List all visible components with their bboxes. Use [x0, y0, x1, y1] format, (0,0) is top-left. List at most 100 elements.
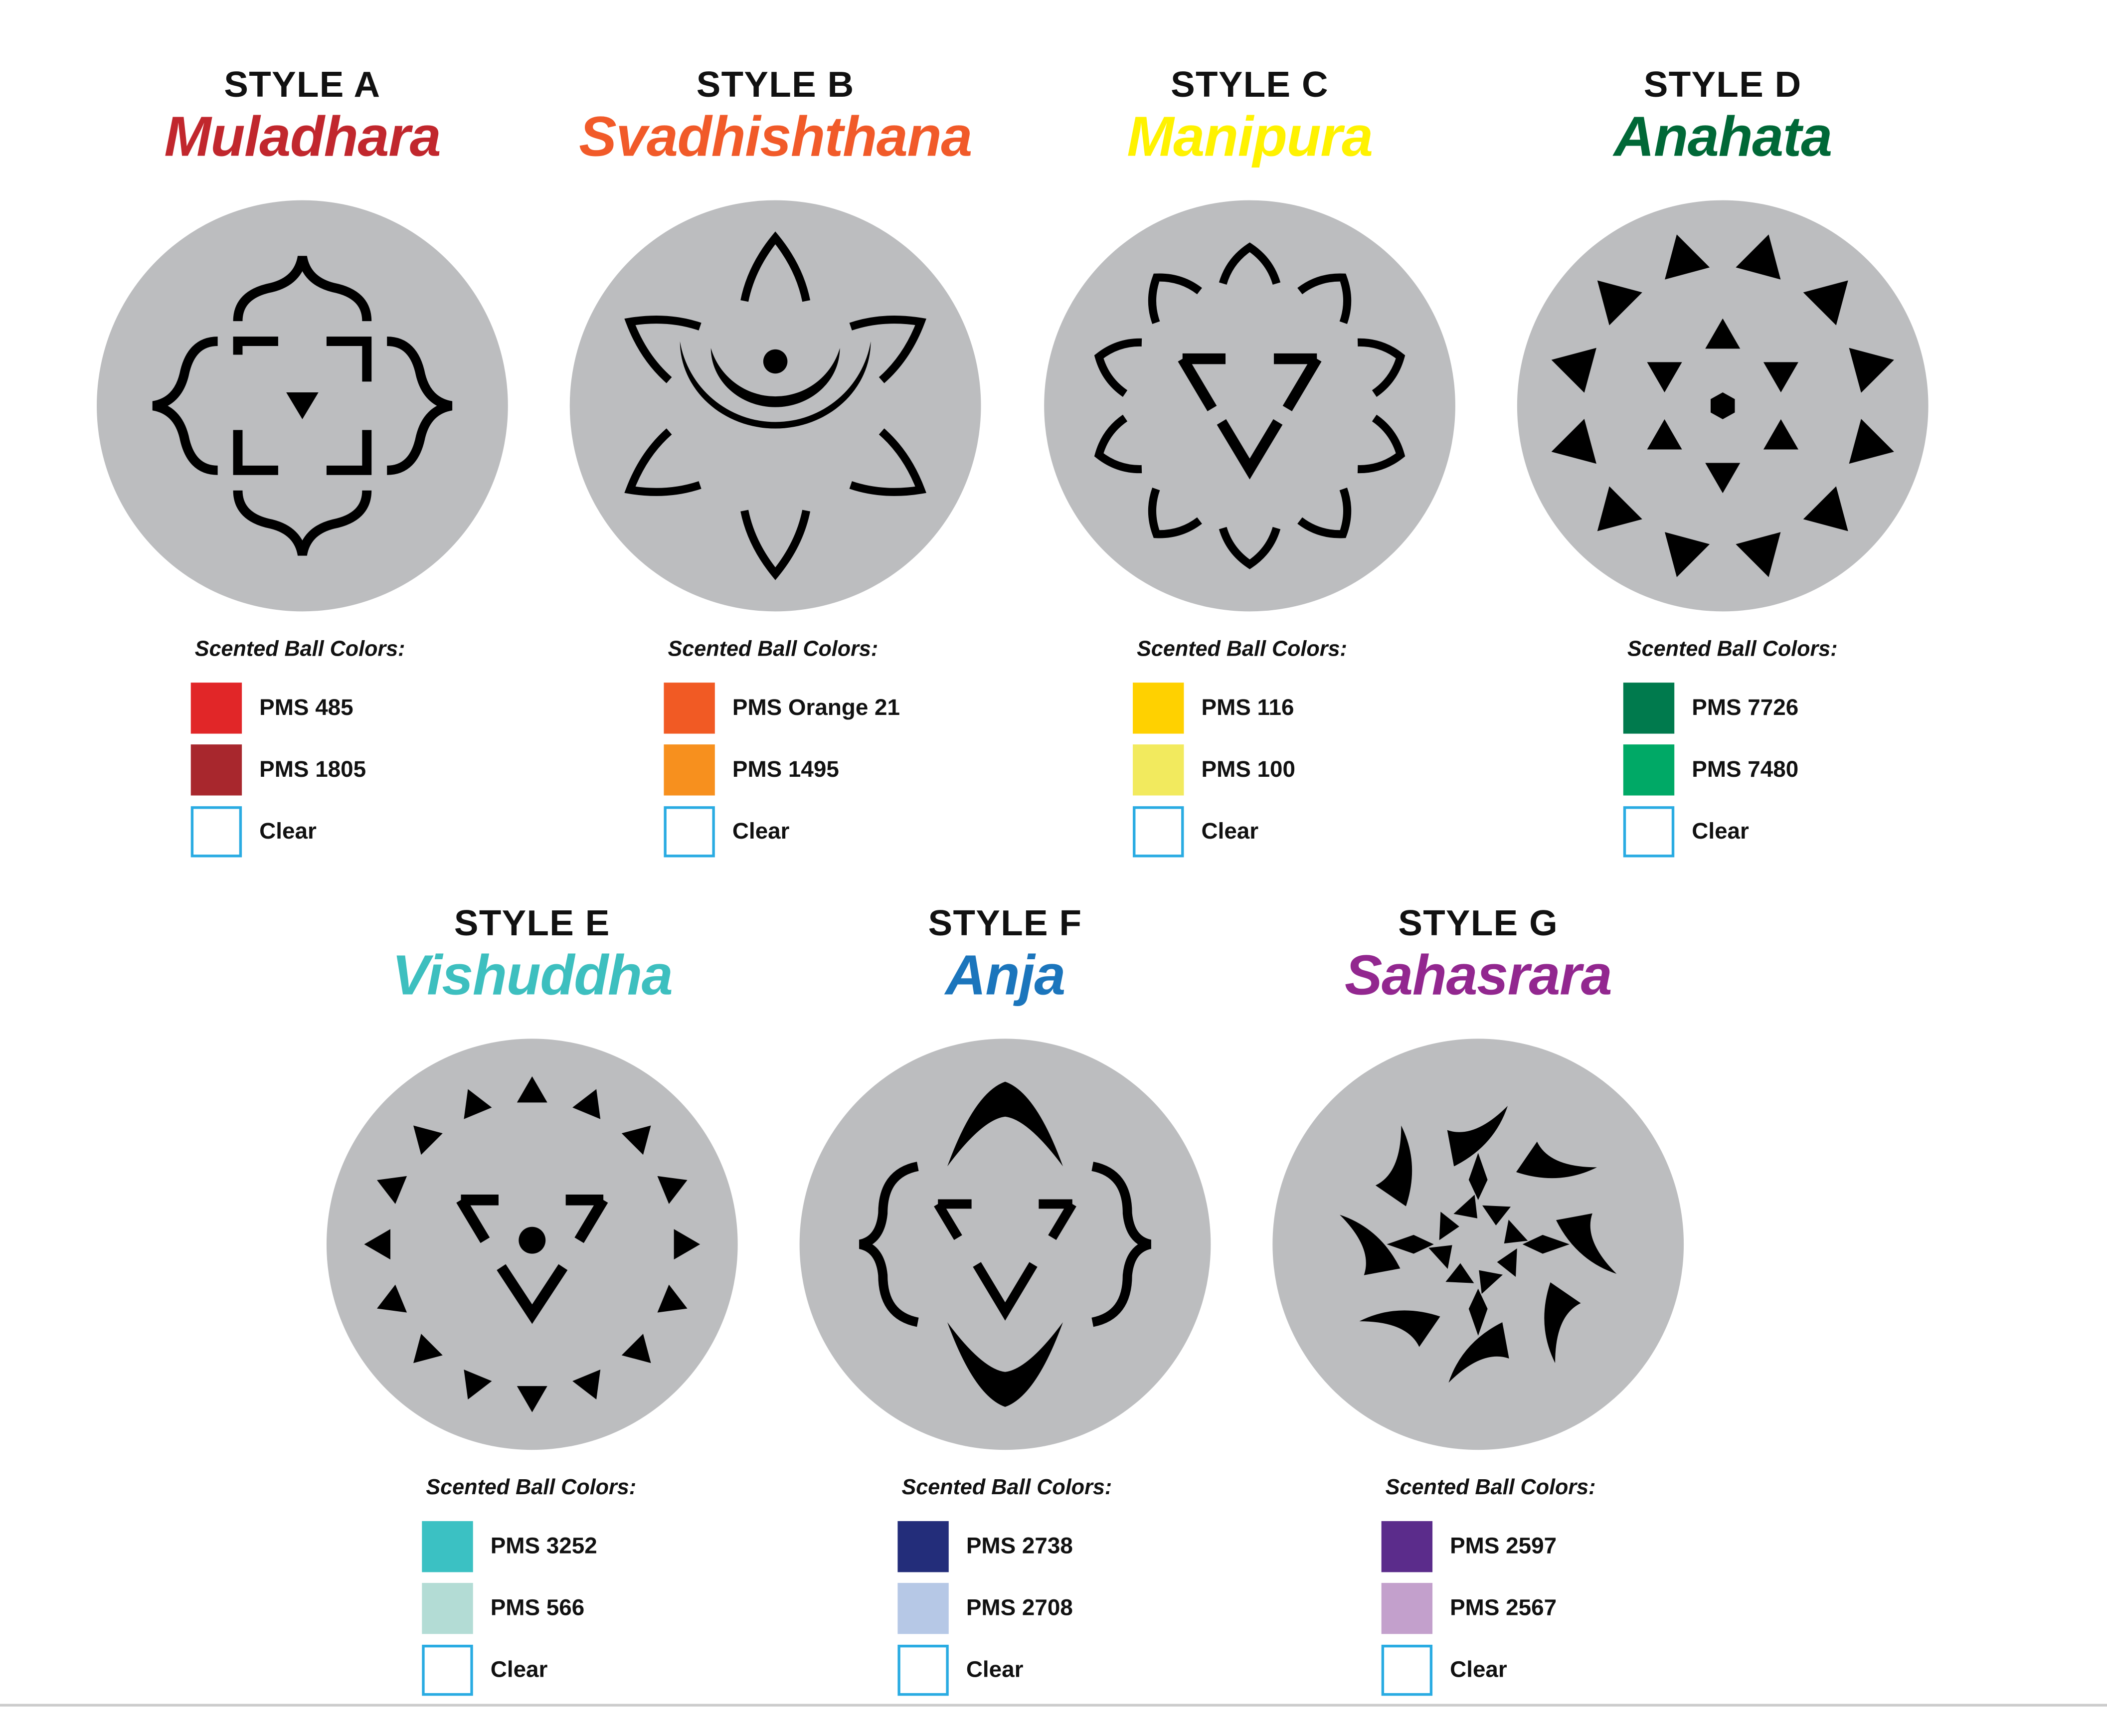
color-swatch: [422, 1582, 473, 1634]
legend-heading: Scented Ball Colors:: [1385, 1477, 1596, 1500]
square-outline: [233, 337, 372, 475]
inner-leaf: [1504, 1219, 1528, 1244]
muladhara-chakra-icon: [152, 255, 453, 556]
color-legend: Scented Ball Colors: PMS 7726 PMS 7480 C…: [1623, 638, 1838, 858]
outer-triangle: [464, 1089, 492, 1119]
petal: [1148, 487, 1202, 538]
color-label: PMS 1495: [732, 756, 839, 782]
color-legend: Scented Ball Colors: PMS 2738 PMS 2708 C…: [897, 1477, 1112, 1696]
color-label: Clear: [259, 818, 317, 844]
outer-petal: [1448, 1322, 1509, 1383]
legend-heading: Scented Ball Colors:: [668, 638, 878, 662]
petal: [1297, 487, 1352, 538]
lotus-petal-bracket: [152, 337, 218, 475]
color-option: Clear: [422, 1644, 548, 1696]
bottom-divider: [0, 1704, 2107, 1707]
style-label: STYLE G: [1398, 903, 1559, 944]
outer-triangle: [364, 1229, 390, 1260]
color-label: Clear: [966, 1657, 1024, 1683]
outer-triangle: [1665, 532, 1710, 577]
color-label: Clear: [1201, 818, 1259, 844]
outer-triangle: [517, 1076, 547, 1103]
outer-petal: [1359, 1310, 1440, 1347]
clear-swatch: [422, 1644, 473, 1696]
color-option: Clear: [190, 806, 317, 858]
petal: [1094, 338, 1142, 397]
petal: [740, 510, 811, 580]
style-label: STYLE B: [696, 64, 855, 105]
color-label: PMS 566: [490, 1595, 585, 1621]
color-label: Clear: [732, 818, 790, 844]
color-label: PMS 2567: [1450, 1595, 1557, 1621]
color-option: PMS 1805: [190, 744, 366, 796]
petal: [1094, 414, 1142, 474]
color-label: PMS 1805: [259, 756, 366, 782]
outer-triangle: [572, 1369, 601, 1400]
chakra-name: Svadhishthana: [579, 105, 972, 168]
petal: [624, 315, 702, 383]
style-card-style-f: STYLE F Anja Scented Ball Colors: PMS 27…: [763, 903, 1247, 1736]
color-option: PMS 100: [1133, 744, 1295, 796]
color-swatch: [664, 744, 715, 796]
outer-triangle: [621, 1125, 651, 1155]
petal: [1297, 273, 1352, 324]
legend-heading: Scented Ball Colors:: [901, 1477, 1112, 1500]
color-swatch: [664, 683, 715, 734]
color-option: PMS 2738: [897, 1521, 1073, 1572]
inner-spike: [1468, 1153, 1488, 1200]
petal: [624, 428, 702, 496]
color-label: PMS 2597: [1450, 1533, 1557, 1559]
petal: [1219, 526, 1281, 569]
color-label: PMS 116: [1201, 694, 1294, 720]
outer-triangle: [674, 1229, 701, 1260]
color-label: Clear: [490, 1657, 548, 1683]
style-label: STYLE F: [928, 903, 1082, 944]
color-option: PMS 2708: [897, 1582, 1073, 1634]
color-legend: Scented Ball Colors: PMS 2597 PMS 2567 C…: [1381, 1477, 1596, 1696]
outer-triangle: [377, 1284, 407, 1313]
color-option: PMS 7726: [1623, 683, 1799, 734]
inner-leaf: [1479, 1270, 1503, 1294]
right-bracket: [1091, 1162, 1152, 1327]
color-swatch: [1381, 1582, 1433, 1634]
color-label: PMS 3252: [490, 1533, 597, 1559]
style-card-style-c: STYLE C Manipura Scented Ball Colors: PM…: [1008, 64, 1491, 897]
anahata-chakra-icon: [1551, 234, 1894, 577]
color-label: Clear: [1450, 1657, 1507, 1683]
chakra-name: Anahata: [1613, 105, 1833, 168]
outer-triangle: [1849, 419, 1894, 464]
inner-triangle: [1647, 419, 1682, 450]
inner-leaf: [1453, 1195, 1478, 1218]
triangle-outline: [1178, 353, 1322, 480]
color-swatch: [1133, 744, 1184, 796]
inner-leaf: [1439, 1212, 1459, 1240]
style-card-style-d: STYLE D Anahata Scented Ball Colors: PMS…: [1481, 64, 1964, 897]
color-swatch: [1623, 744, 1675, 796]
legend-heading: Scented Ball Colors:: [194, 638, 405, 662]
outer-petal: [1516, 1141, 1597, 1179]
style-label: STYLE D: [1643, 64, 1802, 105]
lotus-petal-bracket: [386, 337, 453, 475]
outer-triangle: [1803, 486, 1848, 531]
color-option: PMS 7480: [1623, 744, 1798, 796]
color-swatch: [897, 1521, 949, 1572]
color-label: PMS 2708: [966, 1595, 1073, 1621]
petal: [1357, 338, 1405, 397]
outer-triangle: [413, 1334, 443, 1364]
inner-leaf: [1482, 1205, 1511, 1225]
inner-spike: [1468, 1288, 1488, 1336]
outer-triangle: [1551, 419, 1596, 464]
clear-swatch: [1381, 1644, 1433, 1696]
clear-swatch: [1623, 806, 1675, 858]
color-label: PMS 7726: [1692, 694, 1799, 720]
manipura-chakra-icon: [1094, 242, 1405, 569]
inner-triangle: [1705, 318, 1741, 349]
outer-triangle: [1803, 280, 1848, 326]
outer-triangle: [1597, 486, 1642, 531]
outer-petal: [1556, 1213, 1617, 1274]
inner-triangle: [1763, 362, 1798, 392]
inner-triangle: [1763, 419, 1798, 450]
color-legend: Scented Ball Colors: PMS 116 PMS 100 Cle…: [1133, 638, 1347, 858]
color-legend: Scented Ball Colors: PMS 3252 PMS 566 Cl…: [422, 1477, 636, 1696]
color-option: PMS 2567: [1381, 1582, 1557, 1634]
